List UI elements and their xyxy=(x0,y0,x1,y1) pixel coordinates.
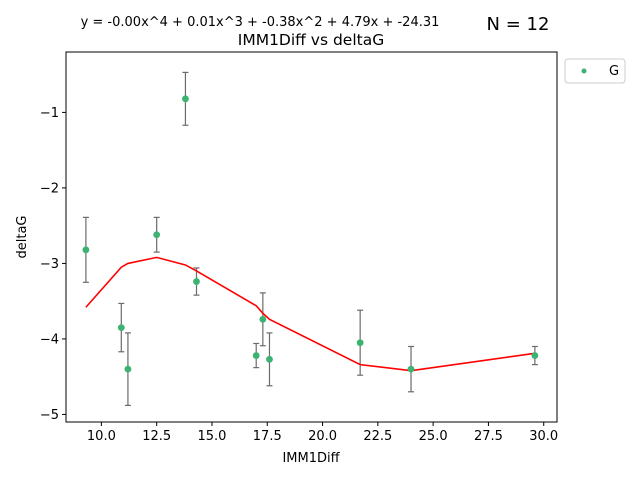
y-axis-label: deltaG xyxy=(15,216,30,259)
x-axis-ticks: 10.0 12.5 15.0 17.5 20.0 22.5 25.0 27.5 30.0 xyxy=(87,422,558,444)
y-tick-label: −1 xyxy=(40,106,59,121)
legend-label-g: G xyxy=(609,64,619,79)
x-tick-label: 25.0 xyxy=(419,429,448,444)
y-tick-label: −3 xyxy=(40,257,59,272)
y-axis-ticks: −5 −4 −3 −2 −1 xyxy=(40,106,66,423)
sample-count-label: N = 12 xyxy=(487,14,550,35)
data-point xyxy=(259,315,267,323)
x-tick-label: 30.0 xyxy=(529,429,558,444)
x-tick-label: 10.0 xyxy=(87,429,116,444)
legend-marker-g xyxy=(581,68,587,74)
y-tick-label: −5 xyxy=(40,408,59,423)
data-point xyxy=(182,95,189,103)
data-point xyxy=(266,355,273,363)
x-axis-label: IMM1Diff xyxy=(282,451,340,466)
data-point xyxy=(153,231,161,239)
data-point xyxy=(407,365,415,373)
x-tick-label: 20.0 xyxy=(308,429,337,444)
fit-line xyxy=(85,256,535,372)
data-point xyxy=(193,278,200,285)
data-point xyxy=(82,246,90,254)
chart-title: IMM1Diff vs deltaG xyxy=(238,31,384,49)
x-tick-label: 15.0 xyxy=(197,429,226,444)
plot-area xyxy=(82,71,539,406)
legend-box xyxy=(564,58,626,84)
x-tick-label: 17.5 xyxy=(253,429,282,444)
legend: G xyxy=(564,58,626,84)
plot-frame xyxy=(65,51,558,423)
data-point xyxy=(124,365,132,373)
x-tick-label: 27.5 xyxy=(474,429,503,444)
x-tick-label: 12.5 xyxy=(142,429,171,444)
y-tick-label: −2 xyxy=(40,181,59,196)
data-point xyxy=(531,352,539,359)
data-point xyxy=(252,352,260,359)
x-tick-label: 22.5 xyxy=(363,429,392,444)
y-tick-label: −4 xyxy=(40,332,59,347)
data-point xyxy=(356,339,364,347)
fit-equation: y = -0.00x^4 + 0.01x^3 + -0.38x^2 + 4.79… xyxy=(81,15,440,30)
data-point xyxy=(117,324,125,332)
